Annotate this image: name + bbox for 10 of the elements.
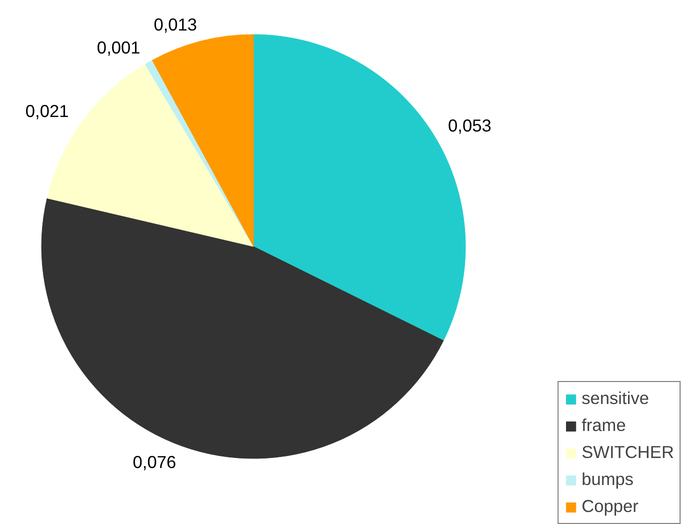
legend-label: sensitive — [582, 388, 649, 409]
legend-label: bumps — [582, 469, 634, 490]
data-label: 0,076 — [132, 452, 176, 472]
data-label: 0,001 — [96, 37, 140, 58]
data-label: 0,021 — [25, 101, 69, 122]
legend-label: Copper — [582, 496, 638, 517]
data-label: 0,013 — [154, 14, 198, 35]
legend-label: SWITCHER — [582, 442, 674, 463]
legend-label: frame — [582, 415, 626, 436]
data-label: 0,053 — [448, 116, 492, 136]
